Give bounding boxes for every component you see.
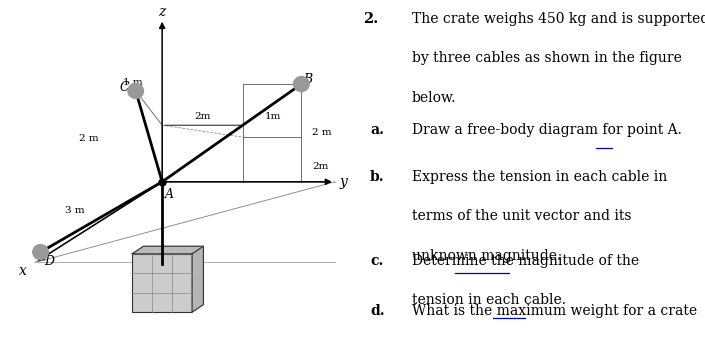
Text: The crate weighs 450 kg and is supported: The crate weighs 450 kg and is supported [412, 12, 705, 26]
Text: 1m: 1m [265, 112, 281, 121]
Text: b.: b. [370, 170, 385, 184]
Text: 2m: 2m [312, 162, 329, 171]
Text: C: C [120, 81, 129, 94]
Text: x: x [19, 264, 27, 278]
Text: What is the maximum weight for a crate: What is the maximum weight for a crate [412, 304, 697, 318]
Polygon shape [133, 246, 204, 254]
Text: 2 m: 2 m [312, 128, 331, 137]
Text: d.: d. [370, 304, 385, 318]
Circle shape [32, 245, 48, 260]
Text: 1 m: 1 m [123, 79, 143, 87]
Text: 2.: 2. [363, 12, 379, 26]
Polygon shape [192, 246, 204, 312]
Text: 2 m: 2 m [79, 134, 99, 143]
Text: y: y [340, 175, 348, 189]
Text: Draw a free-body diagram for point A.: Draw a free-body diagram for point A. [412, 123, 682, 138]
Text: c.: c. [370, 254, 384, 268]
Bar [133, 254, 192, 312]
Text: B: B [303, 73, 312, 86]
Text: by three cables as shown in the figure: by three cables as shown in the figure [412, 51, 682, 66]
Circle shape [128, 83, 144, 98]
Text: Express the tension in each cable in: Express the tension in each cable in [412, 170, 667, 184]
Text: below.: below. [412, 91, 456, 105]
Text: 3 m: 3 m [65, 206, 85, 215]
Text: a.: a. [370, 123, 384, 138]
Text: terms of the unit vector and its: terms of the unit vector and its [412, 209, 632, 223]
Text: unknown magnitude.: unknown magnitude. [412, 249, 561, 263]
Text: Determine the magnitude of the: Determine the magnitude of the [412, 254, 639, 268]
Text: D: D [44, 255, 54, 268]
Text: A: A [166, 188, 174, 201]
Text: 2m: 2m [195, 112, 211, 121]
Text: tension in each cable.: tension in each cable. [412, 293, 566, 307]
Text: z: z [159, 5, 166, 19]
Circle shape [294, 76, 309, 92]
